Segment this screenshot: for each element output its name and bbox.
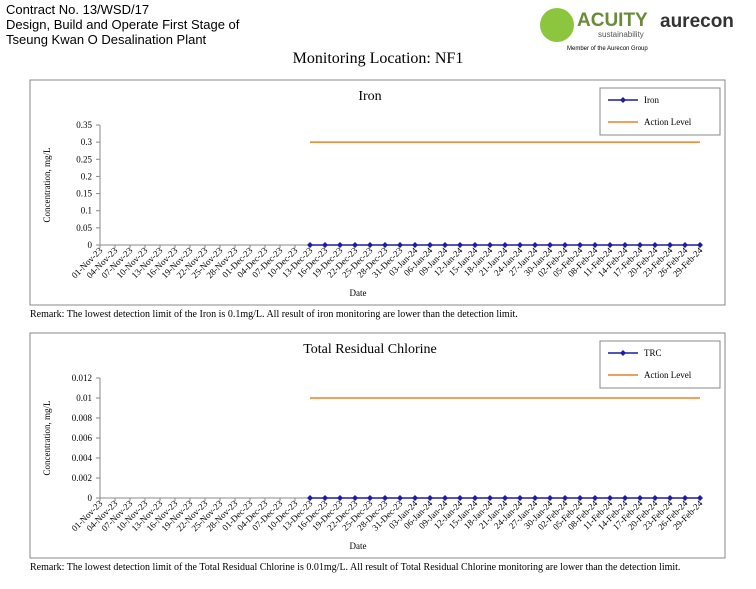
point-marker	[577, 242, 583, 248]
remark: Remark: The lowest detection limit of th…	[30, 309, 518, 320]
legend-box	[599, 87, 721, 136]
y-tick-label: 0.004	[72, 453, 93, 463]
x-axis-label: Date	[350, 288, 367, 298]
point-marker	[352, 495, 358, 501]
x-axis-label: Date	[350, 541, 367, 551]
y-tick-label: 0.15	[76, 189, 92, 199]
point-marker	[592, 495, 598, 501]
logo-member: Member of the Aurecon Group	[567, 46, 648, 52]
point-marker	[457, 242, 463, 248]
point-marker	[637, 242, 643, 248]
legend-label: TRC	[644, 348, 662, 358]
y-tick-label: 0.002	[72, 473, 92, 483]
point-marker	[532, 495, 538, 501]
remark: Remark: The lowest detection limit of th…	[30, 562, 680, 573]
point-marker	[667, 242, 673, 248]
point-marker	[322, 242, 328, 248]
point-marker	[622, 242, 628, 248]
point-marker	[487, 242, 493, 248]
chart-frame	[29, 332, 726, 559]
point-marker	[397, 242, 403, 248]
y-tick-label: 0.1	[81, 206, 92, 216]
point-marker	[442, 242, 448, 248]
point-marker	[577, 495, 583, 501]
legend-label: Action Level	[644, 117, 692, 127]
legend-marker	[620, 97, 626, 103]
y-tick-label: 0	[88, 240, 93, 250]
point-marker	[622, 495, 628, 501]
chart-title: Total Residual Chlorine	[303, 342, 437, 357]
point-marker	[562, 495, 568, 501]
y-tick-label: 0.05	[76, 223, 92, 233]
y-tick-label: 0.3	[81, 137, 93, 147]
point-marker	[532, 242, 538, 248]
point-marker	[322, 495, 328, 501]
point-marker	[502, 495, 508, 501]
point-marker	[652, 495, 658, 501]
legend-label: Action Level	[644, 370, 692, 380]
chart-frame	[29, 79, 726, 306]
logo-acuity: ACUITY	[577, 10, 648, 31]
point-marker	[502, 242, 508, 248]
point-marker	[637, 495, 643, 501]
point-marker	[472, 242, 478, 248]
header-line: Tseung Kwan O Desalination Plant	[6, 32, 207, 47]
y-tick-label: 0.25	[76, 154, 92, 164]
legend-label: Iron	[644, 95, 659, 105]
point-marker	[457, 495, 463, 501]
location-title: Monitoring Location: NF1	[293, 50, 464, 67]
point-marker	[412, 495, 418, 501]
logo-sub: sustainability	[598, 30, 644, 39]
point-marker	[517, 495, 523, 501]
point-marker	[337, 242, 343, 248]
point-marker	[607, 495, 613, 501]
point-marker	[517, 242, 523, 248]
point-marker	[397, 495, 403, 501]
header-line: Contract No. 13/WSD/17	[6, 2, 149, 17]
point-marker	[487, 495, 493, 501]
point-marker	[547, 495, 553, 501]
logo-aurecon: aurecon	[660, 11, 734, 32]
header-line: Design, Build and Operate First Stage of	[6, 17, 240, 32]
point-marker	[562, 242, 568, 248]
y-tick-label: 0.01	[76, 393, 92, 403]
point-marker	[382, 495, 388, 501]
point-marker	[307, 495, 313, 501]
y-axis-label: Concentration, mg/L	[42, 148, 52, 223]
point-marker	[682, 495, 688, 501]
point-marker	[547, 242, 553, 248]
point-marker	[427, 495, 433, 501]
point-marker	[472, 495, 478, 501]
y-tick-label: 0.35	[76, 120, 92, 130]
point-marker	[607, 242, 613, 248]
point-marker	[592, 242, 598, 248]
point-marker	[427, 242, 433, 248]
point-marker	[352, 242, 358, 248]
y-axis-label: Concentration, mg/L	[42, 401, 52, 476]
y-tick-label: 0.2	[81, 171, 92, 181]
point-marker	[307, 242, 313, 248]
legend-box	[599, 340, 721, 389]
point-marker	[697, 242, 703, 248]
point-marker	[682, 242, 688, 248]
point-marker	[652, 242, 658, 248]
point-marker	[337, 495, 343, 501]
y-tick-label: 0.012	[72, 373, 92, 383]
legend-marker	[620, 350, 626, 356]
logo-circle	[540, 8, 574, 42]
point-marker	[697, 495, 703, 501]
chart-title: Iron	[358, 89, 381, 104]
y-tick-label: 0.006	[72, 433, 93, 443]
point-marker	[382, 242, 388, 248]
y-tick-label: 0.008	[72, 413, 93, 423]
y-tick-label: 0	[88, 493, 93, 503]
point-marker	[367, 242, 373, 248]
point-marker	[412, 242, 418, 248]
point-marker	[667, 495, 673, 501]
point-marker	[367, 495, 373, 501]
point-marker	[442, 495, 448, 501]
